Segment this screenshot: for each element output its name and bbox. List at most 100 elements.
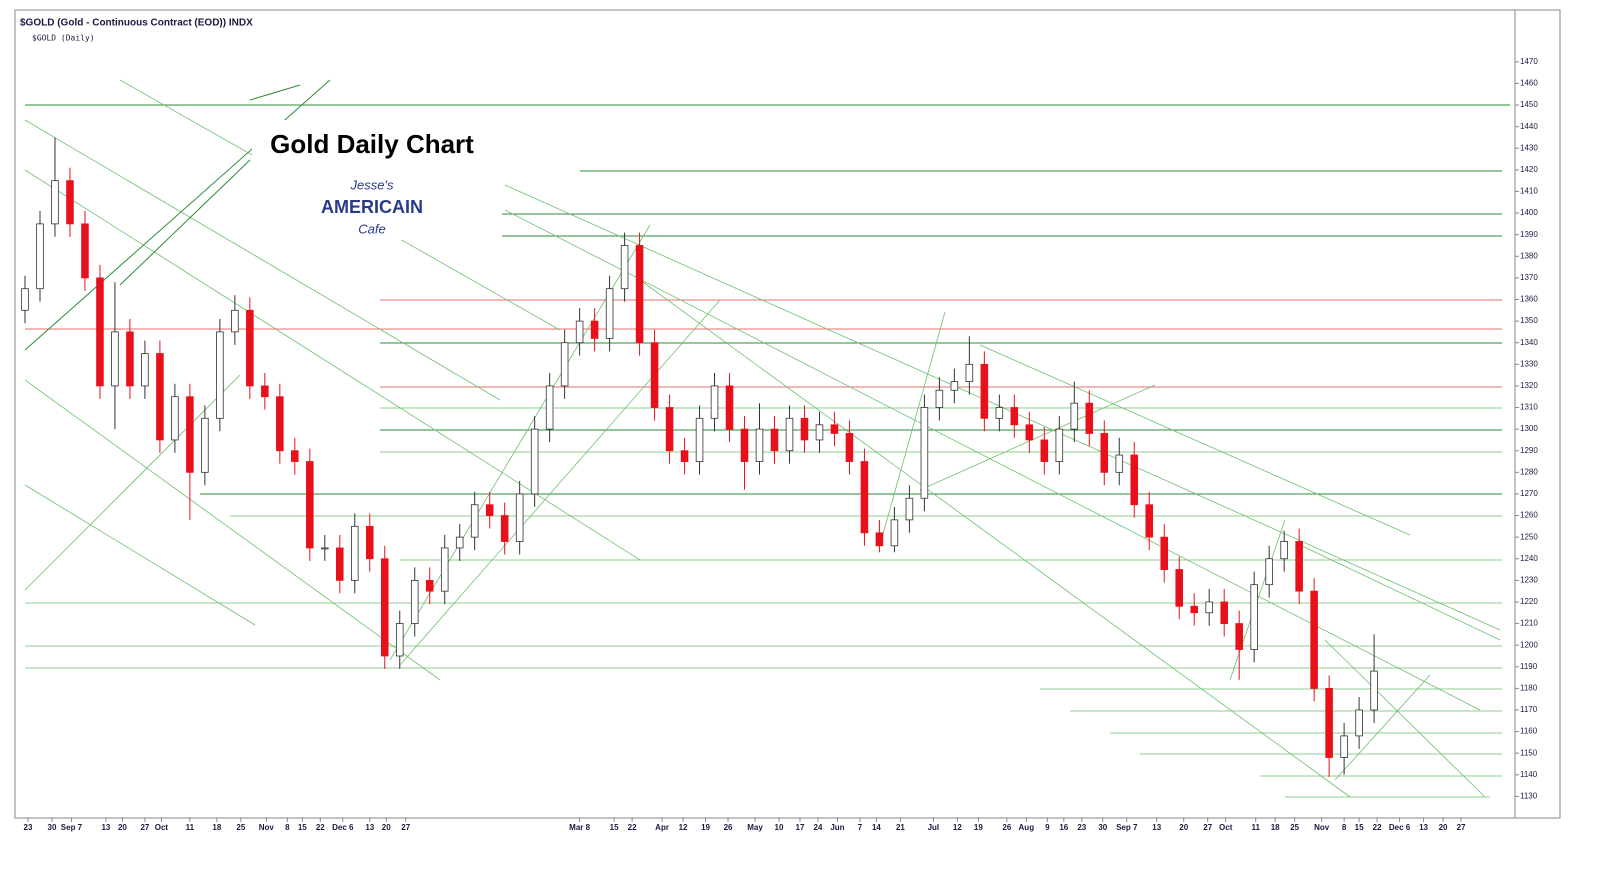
x-tick-label: 17 [796,823,805,832]
candle-body [291,450,299,462]
candle-body [575,320,584,344]
x-tick-label: 8 [1342,823,1347,832]
candle-body [1250,584,1258,650]
x-tick-label: 10 [775,823,784,832]
candle-body [410,579,419,624]
candle-body [770,428,779,452]
y-tick-label: 1180 [1520,683,1538,692]
logo-text: Jesse's [350,177,394,192]
x-tick-label: Nov [259,823,275,832]
title-box [252,120,502,240]
candle-body [246,309,254,387]
x-tick-label: 20 [382,823,391,832]
x-tick-label: 26 [724,823,733,832]
candle-body [500,515,509,542]
x-tick-label: 20 [118,823,127,832]
candle-body [920,407,929,499]
x-tick-label: 30 [48,823,57,832]
candle-body [351,525,359,581]
candle-body [66,180,74,225]
candle-body [231,309,239,333]
candle-body [1055,428,1064,462]
y-tick-label: 1160 [1520,727,1538,736]
x-tick-label: 22 [628,823,637,832]
candle-body [1025,424,1034,441]
y-tick-label: 1150 [1520,748,1538,757]
y-tick-label: 1320 [1520,381,1538,390]
candle-body [1235,623,1243,650]
candle-body [336,547,344,581]
y-tick-label: 1260 [1520,511,1538,520]
candle-body [530,428,539,495]
candle-body [830,424,839,434]
candle-body [665,407,674,452]
candle-body [980,363,989,419]
candle-body [680,450,689,462]
candle-body [545,385,554,430]
candle-body [695,417,704,462]
y-tick-label: 1240 [1520,554,1538,563]
candle-body [1325,687,1333,758]
candle-body [1310,590,1318,689]
x-tick-label: 25 [1290,823,1299,832]
x-tick-label: 15 [298,823,307,832]
candle-body [1085,402,1094,434]
plot-frame [14,9,1516,819]
candle-body [965,363,974,382]
x-tick-label: 11 [186,823,195,832]
candle-body [1280,541,1288,560]
y-tick-label: 1270 [1520,489,1538,498]
y-tick-label: 1380 [1520,251,1538,260]
candle-body [1295,541,1303,592]
x-tick-label: 13 [1152,823,1161,832]
x-tick-label: May [747,823,763,832]
x-tick-label: 19 [974,823,983,832]
candle-body [800,417,809,441]
y-tick-label: 1170 [1520,705,1538,714]
y-tick-label: 1330 [1520,359,1538,368]
x-tick-label: 15 [1355,823,1364,832]
candle-body [1340,735,1348,758]
candle-body [1130,454,1139,506]
y-tick-label: 1300 [1520,424,1538,433]
x-tick-label: 27 [140,823,149,832]
candle-body [710,385,719,419]
candle-body [1265,558,1273,586]
x-tick-label: Mar 8 [569,823,590,832]
y-tick-label: 1130 [1520,792,1538,801]
candle-body [605,288,614,339]
x-tick-label: Jul [928,823,940,832]
x-tick-label: Dec 6 [332,823,354,832]
candle-body [21,288,29,311]
x-tick-label: 16 [1059,823,1068,832]
x-tick-label: 20 [1179,823,1188,832]
x-tick-label: 20 [1439,823,1448,832]
y-tick-label: 1200 [1520,640,1538,649]
candle-body [515,493,524,542]
candle-body [845,433,854,462]
x-tick-label: Oct [1219,823,1233,832]
x-tick-label: 7 [858,823,863,832]
candle-body [126,331,134,387]
x-tick-label: 26 [1002,823,1011,832]
candle-body [950,381,959,391]
candle-body [590,320,599,339]
candle-body [141,353,149,387]
candle-body [96,277,104,387]
y-tick-label: 1450 [1520,100,1538,109]
chart-header: $GOLD (Gold - Continuous Contract (EOD))… [20,18,253,29]
candle-body [425,579,434,592]
candle-body [1040,439,1049,462]
x-tick-label: Aug [1019,823,1035,832]
y-tick-label: 1190 [1520,662,1538,671]
y-tick-label: 1280 [1520,467,1538,476]
x-tick-label: 18 [1271,823,1280,832]
axis-frame [1514,9,1561,819]
candle-body [440,547,449,592]
candle-body [365,525,374,560]
candle-body [111,331,119,387]
candle-body [1100,433,1109,473]
logo-text: AMERICAIN [321,197,423,217]
candle-body [171,396,179,441]
